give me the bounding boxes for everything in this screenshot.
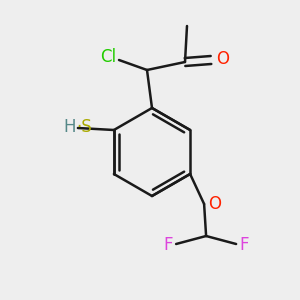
Text: Cl: Cl [100,48,116,66]
Text: O: O [216,50,229,68]
Text: H: H [63,118,76,136]
Text: O: O [208,195,221,213]
Text: F: F [164,236,173,254]
Text: F: F [239,236,249,254]
Text: ·S: ·S [76,118,92,136]
